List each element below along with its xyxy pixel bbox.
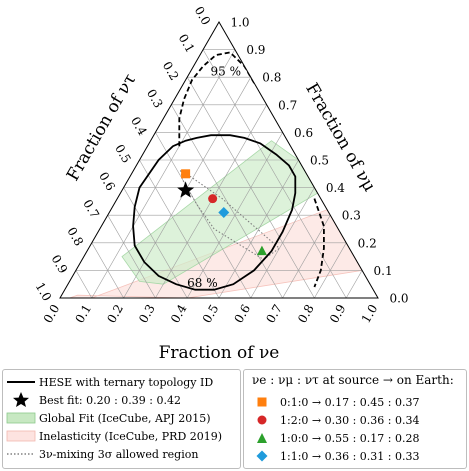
tick-bottom-6: 0.6 [232, 302, 254, 326]
marker-circle [208, 194, 218, 204]
tick-right-8: 0.8 [262, 71, 281, 85]
tick-right-3: 0.3 [342, 209, 361, 223]
tick-right-4: 0.4 [326, 181, 345, 195]
markers [177, 169, 267, 256]
tick-bottom-10: 1.0 [359, 302, 381, 326]
tick-left-6: 0.6 [96, 170, 118, 194]
legend-source-title: νe : νμ : ντ at source → on Earth: [252, 373, 454, 387]
grid-line-e-6 [250, 187, 315, 299]
legend-label-inelasticity: Inelasticity (IceCube, PRD 2019) [39, 429, 223, 443]
tick-right-1: 0.1 [374, 264, 393, 278]
legend-item-inelasticity: Inelasticity (IceCube, PRD 2019) [3, 427, 240, 445]
contour-95-upper [178, 51, 257, 147]
tick-right-2: 0.2 [358, 236, 377, 250]
axis-title-nu-e: Fraction of νe [159, 343, 280, 363]
tick-bottom-8: 0.8 [295, 302, 317, 326]
legend-source-item-0: 0:1:0 → 0.17 : 0.45 : 0.37 [244, 393, 466, 411]
tick-right-0: 0.0 [389, 292, 408, 306]
legend-label-hese: HESE with ternary topology ID [39, 375, 214, 389]
tick-bottom-3: 0.3 [136, 302, 158, 326]
grid-line-e-8 [314, 242, 347, 299]
tick-bottom-2: 0.2 [104, 302, 126, 326]
marker-diamond [218, 206, 230, 218]
tick-left-1: 0.1 [176, 32, 198, 56]
tick-right-5: 0.5 [310, 154, 329, 168]
green-patch-icon [3, 409, 39, 427]
grid-line-tau-3 [171, 104, 283, 299]
tick-right-7: 0.7 [278, 98, 297, 112]
legend-item-hese: HESE with ternary topology ID [3, 373, 240, 391]
contour-68 [132, 134, 297, 291]
tick-left-5: 0.5 [112, 142, 134, 166]
solid-line-icon [3, 373, 39, 391]
tick-right-10: 1.0 [230, 16, 249, 30]
blue-diamond-icon [244, 447, 280, 465]
legend-source-label-3: 1:1:0 → 0.36 : 0.31 : 0.33 [280, 449, 420, 463]
legend-label-three-nu: 3ν-mixing 3σ allowed region [39, 447, 199, 461]
legend-source: νe : νμ : ντ at source → on Earth: 0:1:0… [243, 369, 467, 469]
legend-main: HESE with ternary topology ID Best fit: … [2, 369, 241, 469]
legend-item-global-fit: Global Fit (IceCube, APJ 2015) [3, 409, 240, 427]
grid-line-tau-9 [75, 270, 93, 299]
grid-line-e-9 [345, 270, 363, 299]
contour-label-68: 68 % [187, 276, 218, 290]
grid-line-tau-5 [139, 159, 220, 299]
star-icon [3, 391, 39, 409]
legend-source-item-2: 1:0:0 → 0.55 : 0.17 : 0.28 [244, 429, 466, 447]
legend-source-item-1: 1:2:0 → 0.30 : 0.36 : 0.34 [244, 411, 466, 429]
red-circle-icon [244, 411, 280, 429]
dotted-line-icon [3, 445, 39, 463]
tick-left-10: 1.0 [33, 280, 55, 304]
legend-item-best-fit: Best fit: 0.20 : 0.39 : 0.42 [3, 391, 240, 409]
marker-triangle [256, 245, 267, 256]
best-fit-star [177, 181, 195, 198]
tick-left-3: 0.3 [144, 87, 166, 111]
legend-label-best-fit: Best fit: 0.20 : 0.39 : 0.42 [39, 393, 181, 407]
tick-left-9: 0.9 [48, 252, 70, 276]
pink-patch-icon [3, 427, 39, 445]
grid-lines [75, 49, 363, 299]
grid-line-e-7 [282, 215, 331, 299]
tick-bottom-0: 0.0 [41, 302, 63, 326]
legend-source-label-2: 1:0:0 → 0.55 : 0.17 : 0.28 [280, 431, 420, 445]
tick-bottom-1: 0.1 [73, 302, 95, 326]
contour-label-95: 95 % [211, 65, 242, 79]
tick-right-9: 0.9 [246, 43, 265, 57]
triangle-frame [59, 20, 379, 299]
grid-line-e-1 [91, 49, 236, 299]
contour-95-lower [313, 198, 325, 288]
tick-bottom-9: 0.9 [327, 302, 349, 326]
tick-left-8: 0.8 [64, 225, 86, 249]
tick-bottom-5: 0.5 [200, 302, 222, 326]
tick-left-0: 0.0 [192, 4, 214, 28]
legend-source-label-0: 0:1:0 → 0.17 : 0.45 : 0.37 [280, 395, 420, 409]
tick-left-7: 0.7 [80, 197, 102, 221]
grid-line-tau-7 [107, 215, 156, 299]
grid-line-tau-8 [91, 242, 124, 299]
legend-source-label-1: 1:2:0 → 0.30 : 0.36 : 0.34 [280, 413, 420, 427]
legend-label-global-fit: Global Fit (IceCube, APJ 2015) [39, 411, 211, 425]
tick-left-4: 0.4 [128, 114, 150, 138]
grid-line-e-5 [218, 159, 299, 299]
axis-title-nu-tau: Fraction of ντ [63, 70, 140, 184]
tick-left-2: 0.2 [160, 59, 182, 83]
marker-square [181, 169, 191, 179]
tick-bottom-4: 0.4 [168, 302, 190, 326]
legend-source-item-3: 1:1:0 → 0.36 : 0.31 : 0.33 [244, 447, 466, 465]
green-triangle-icon [244, 429, 280, 447]
orange-square-icon [244, 393, 280, 411]
legend-item-three-nu: 3ν-mixing 3σ allowed region [3, 445, 240, 463]
tick-bottom-7: 0.7 [263, 302, 285, 326]
tick-right-6: 0.6 [294, 126, 313, 140]
